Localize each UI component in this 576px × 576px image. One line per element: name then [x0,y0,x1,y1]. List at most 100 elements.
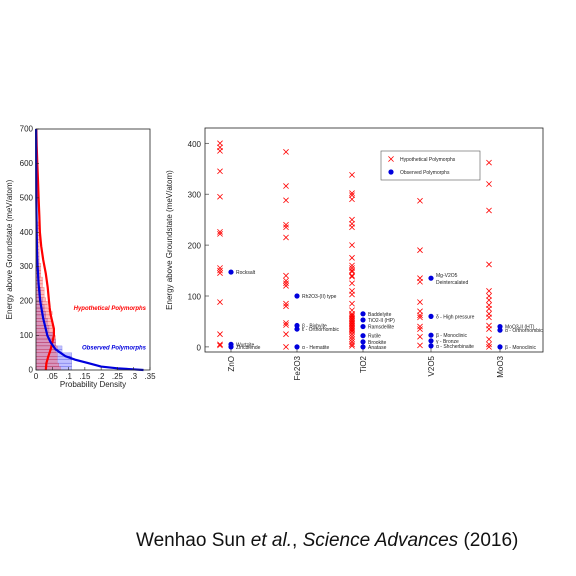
hypothetical-marker [217,193,223,200]
observed-label: Brookite [368,340,387,346]
marker-stroke [217,342,223,349]
hypothetical-marker [349,216,355,223]
hypothetical-marker [283,282,289,289]
hypothetical-marker [283,320,289,326]
observed-label: Mg-V2O5 [436,273,458,279]
observed-label: δ - High pressure [436,314,475,320]
marker-stroke [349,192,355,199]
x-tick-label: .1 [65,372,72,381]
marker-stroke [349,338,355,345]
plot-frame [35,128,151,371]
observed-label: Zincblende [236,345,261,351]
observed-label: Ramsdellite [368,325,394,331]
hypothetical-marker [486,293,492,299]
marker-stroke [349,313,355,320]
observed-label: γ - Bronze [436,339,459,345]
observed-label: β - Monoclinic [505,345,536,351]
hypothetical-marker [283,197,289,204]
observed-marker [360,317,366,323]
hypothetical-marker [283,183,289,189]
hypothetical-marker [486,326,492,332]
marker-stroke [349,331,355,338]
observed-marker [497,344,503,350]
hypothetical-marker [349,310,355,317]
y-axis-label: Energy above Groundstate (meV/atom) [165,170,174,310]
marker-stroke [349,196,355,203]
observed-marker [428,332,434,338]
hypothetical-marker [417,314,423,321]
observed-label: ε - Orthorhombic [302,327,339,333]
hypothetical-marker [217,168,223,175]
marker-stroke [283,303,289,310]
y-tick-label: 0 [29,366,34,375]
marker-stroke [349,190,355,197]
hypothetical-marker [217,299,223,305]
x-tick-label: .25 [112,372,124,381]
marker-stroke [217,270,223,276]
marker-stroke [349,316,355,322]
marker-stroke [417,308,423,315]
hypothetical-marker [417,333,423,340]
legend-label-hypothetical: Hypothetical Polymorphs [400,157,456,163]
hypothetical-marker [417,323,423,330]
observed-label: Baddelyite [368,312,392,318]
marker-stroke [388,156,394,162]
x-tick-label: .15 [79,372,91,381]
hypothetical-marker [417,247,423,254]
marker-stroke [486,207,492,214]
legend-marker-observed [388,169,394,175]
observed-marker [428,313,434,319]
y-tick-label: 200 [188,242,202,251]
hypothetical-marker [486,336,492,343]
marker-stroke [217,265,223,271]
y-axis-label: Energy above Groundstate (meV/atom) [5,179,14,319]
marker-stroke [283,282,289,289]
citation-journal: Science Advances [302,530,459,551]
hypothetical-marker [349,331,355,338]
hypothetical-marker [349,242,355,248]
marker-stroke [217,231,223,237]
observed-label: MoO3-II (HT) [505,325,535,331]
marker-stroke [349,268,355,275]
marker-stroke [283,234,289,241]
marker-stroke [349,262,355,269]
hypothetical-marker [349,300,355,307]
hypothetical-marker [417,299,423,305]
hypothetical-marker [283,224,289,231]
marker-stroke [349,333,355,340]
x-tick-label: .35 [144,372,156,381]
marker-stroke [349,321,355,327]
marker-stroke [217,267,223,274]
x-tick-label: .05 [47,372,59,381]
hypothetical-marker [283,277,289,284]
marker-stroke [349,323,355,330]
observed-marker [360,323,366,330]
hypothetical-marker [417,308,423,315]
marker-stroke [486,181,492,187]
x-tick-label: 0 [34,372,39,381]
marker-stroke [486,336,492,343]
observed-marker [360,311,366,317]
legend-box [380,150,481,181]
density-curve [35,128,144,372]
hypothetical-marker [349,321,355,327]
hypothetical-marker [349,336,355,343]
hypothetical-marker [283,300,289,307]
hypothetical-marker [349,192,355,199]
marker-stroke [349,310,355,317]
marker-stroke [217,148,223,154]
observed-marker [294,326,300,332]
polymorph-scatter-chart: 0 100 200 300 400 Energy above Groundstate (m… [165,127,544,380]
marker-stroke [417,299,423,305]
hypothetical-marker [486,341,492,348]
observed-marker [497,323,503,330]
hypothetical-marker [349,268,355,275]
x-axis-label: Probability Density [60,380,126,389]
observed-marker [428,343,434,349]
histogram-bin [35,331,55,336]
hypothetical-marker [417,312,423,319]
hypothetical-marker [417,342,423,349]
marker-stroke [486,261,492,268]
hypothetical-marker [217,231,223,237]
marker-stroke [417,323,423,330]
